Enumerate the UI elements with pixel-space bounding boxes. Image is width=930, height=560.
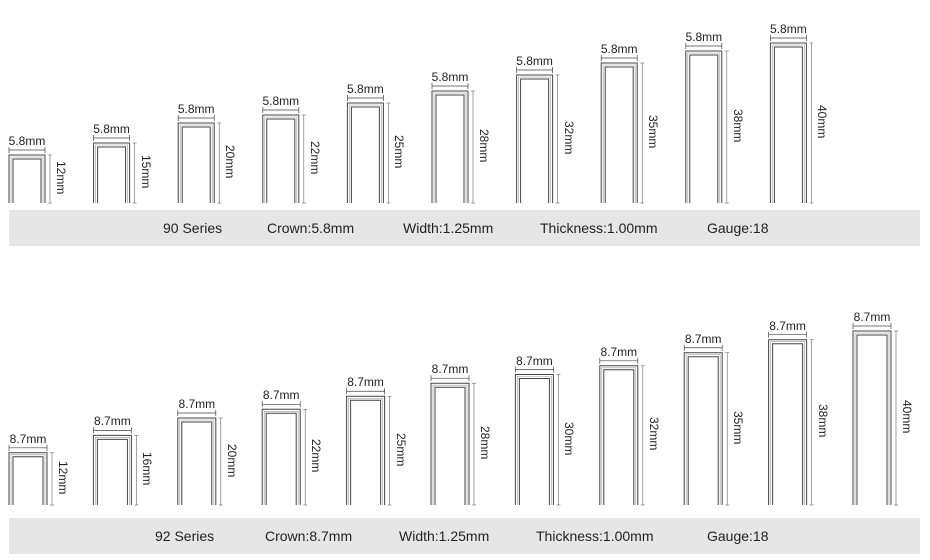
staple-12mm	[8, 147, 52, 204]
crown-label: 8.7mm	[853, 310, 891, 324]
staple-12mm	[8, 444, 54, 506]
length-label: 35mm	[646, 115, 661, 149]
length-label: 40mm	[815, 105, 830, 139]
crown-label: 8.7mm	[684, 331, 722, 346]
series-name: 90 Series	[163, 220, 223, 236]
crown-spec: Crown:5.8mm	[267, 220, 355, 236]
length-label: 32mm	[646, 417, 661, 451]
staple-40mm	[852, 323, 898, 506]
gauge-spec: Gauge:18	[707, 528, 769, 544]
staple-28mm	[430, 375, 476, 506]
staple-20mm	[177, 410, 223, 506]
width-spec: Width:1.25mm	[399, 528, 490, 544]
crown-label: 5.8mm	[431, 70, 469, 84]
length-label: 40mm	[900, 400, 914, 434]
length-label: 38mm	[730, 109, 745, 143]
crown-label: 5.8mm	[770, 22, 807, 36]
crown-label: 5.8mm	[93, 122, 130, 136]
series-name: 92 Series	[155, 528, 215, 544]
crown-label: 8.7mm	[178, 397, 216, 411]
crown-label: 8.7mm	[9, 431, 47, 446]
length-label: 12mm	[54, 161, 68, 195]
length-label: 28mm	[477, 129, 491, 163]
thickness-spec: Thickness:1.00mm	[540, 220, 658, 236]
length-label: 28mm	[478, 426, 492, 460]
crown-label: 8.7mm	[347, 375, 384, 390]
staple-38mm	[768, 331, 814, 506]
crown-spec: Crown:8.7mm	[265, 528, 353, 544]
length-label: 35mm	[731, 410, 746, 445]
length-label: 38mm	[815, 404, 830, 438]
crown-label: 5.8mm	[177, 102, 215, 116]
length-label: 16mm	[140, 452, 155, 486]
length-label: 20mm	[223, 145, 238, 179]
staple-15mm	[93, 135, 137, 204]
width-spec: Width:1.25mm	[403, 220, 494, 236]
length-label: 25mm	[392, 135, 407, 169]
length-label: 25mm	[393, 432, 408, 466]
crown-label: 8.7mm	[262, 388, 300, 403]
length-label: 20mm	[224, 443, 239, 477]
crown-label: 8.7mm	[94, 414, 131, 429]
staple-28mm	[431, 83, 475, 204]
staple-22mm	[261, 401, 308, 506]
staple-25mm	[346, 388, 392, 506]
length-label: 22mm	[307, 141, 322, 175]
length-label: 22mm	[309, 439, 324, 473]
crown-label: 5.8mm	[516, 54, 553, 68]
staple-20mm	[177, 115, 222, 204]
staple-16mm	[92, 427, 139, 506]
staple-32mm	[599, 357, 645, 506]
staple-38mm	[685, 43, 729, 204]
crown-label: 5.8mm	[685, 30, 723, 44]
crown-label: 8.7mm	[769, 318, 806, 333]
staple-30mm	[514, 366, 561, 506]
thickness-spec: Thickness:1.00mm	[536, 528, 654, 544]
length-label: 12mm	[56, 460, 70, 495]
length-label: 32mm	[561, 121, 576, 155]
spec-bar-90-series: 90 Series Crown:5.8mm Width:1.25mm Thick…	[9, 210, 920, 246]
length-label: 15mm	[138, 155, 153, 189]
crown-label: 5.8mm	[347, 82, 384, 96]
spec-bar-92-series: 92 Series Crown:8.7mm Width:1.25mm Thick…	[9, 518, 920, 554]
crown-label: 8.7mm	[600, 344, 638, 359]
staple-22mm	[262, 107, 306, 204]
gauge-spec: Gauge:18	[707, 220, 769, 236]
crown-label: 8.7mm	[516, 353, 553, 368]
crown-label: 5.8mm	[600, 42, 638, 56]
crown-label: 5.8mm	[8, 134, 46, 148]
staple-40mm	[769, 35, 814, 204]
staple-35mm	[600, 55, 645, 204]
crown-label: 5.8mm	[262, 94, 300, 108]
staple-32mm	[516, 67, 560, 204]
length-label: 30mm	[562, 421, 577, 456]
staple-25mm	[346, 95, 391, 204]
crown-label: 8.7mm	[431, 362, 469, 377]
staple-35mm	[683, 344, 730, 506]
